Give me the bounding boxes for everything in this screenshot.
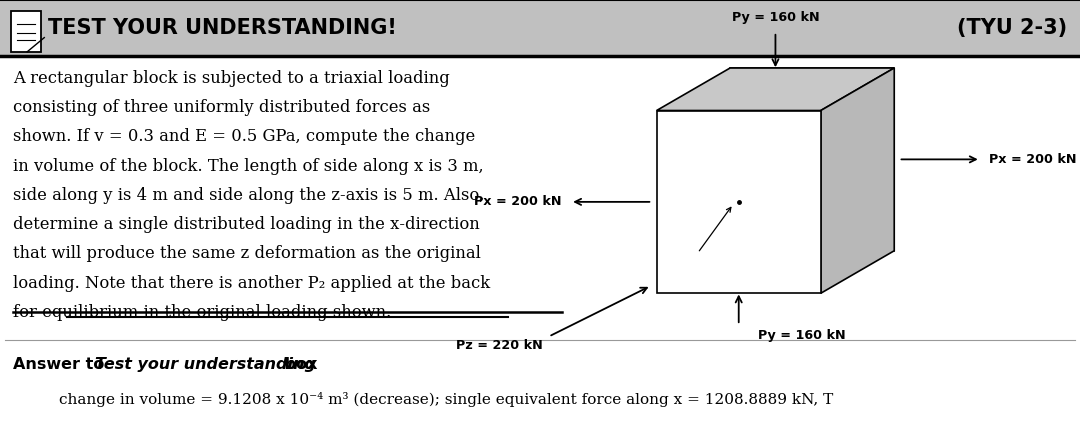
Text: Py = 160 kN: Py = 160 kN (758, 329, 846, 342)
Text: Py = 160 kN: Py = 160 kN (731, 11, 820, 24)
Text: TEST YOUR UNDERSTANDING!: TEST YOUR UNDERSTANDING! (48, 18, 396, 38)
Text: A rectangular block is subjected to a triaxial loading: A rectangular block is subjected to a tr… (13, 70, 449, 87)
Bar (0, 56, 1080, 425)
Text: in volume of the block. The length of side along x is 3 m,: in volume of the block. The length of si… (13, 158, 484, 175)
Text: Pz = 220 kN: Pz = 220 kN (457, 339, 543, 352)
Text: Px = 200 kN: Px = 200 kN (989, 153, 1077, 166)
Text: change in volume = 9.1208 x 10⁻⁴ m³ (decrease); single equivalent force along x : change in volume = 9.1208 x 10⁻⁴ m³ (dec… (59, 392, 834, 407)
Text: determine a single distributed loading in the x‐direction: determine a single distributed loading i… (13, 216, 480, 233)
Text: side along y is 4 m and side along the z‐axis is 5 m. Also,: side along y is 4 m and side along the z… (13, 187, 484, 204)
Text: that will produce the same z deformation as the original: that will produce the same z deformation… (13, 245, 481, 262)
Text: shown. If v = 0.3 and E = 0.5 GPa, compute the change: shown. If v = 0.3 and E = 0.5 GPa, compu… (13, 128, 475, 145)
Text: for equilibrium in the original loading shown.: for equilibrium in the original loading … (13, 304, 391, 321)
Text: loading. Note that there is another P₂ applied at the back: loading. Note that there is another P₂ a… (13, 275, 490, 292)
Polygon shape (821, 68, 894, 293)
Text: Px = 200 kN: Px = 200 kN (474, 196, 562, 208)
Text: box: box (279, 357, 318, 372)
FancyBboxPatch shape (11, 11, 41, 52)
Polygon shape (657, 68, 894, 110)
Text: consisting of three uniformly distributed forces as: consisting of three uniformly distribute… (13, 99, 430, 116)
Text: (TYU 2-3): (TYU 2-3) (957, 18, 1067, 38)
Polygon shape (657, 110, 821, 293)
Text: Test your understanding: Test your understanding (95, 357, 316, 372)
Polygon shape (730, 68, 894, 251)
Text: Answer to: Answer to (13, 357, 110, 372)
Bar (0, 0, 1080, 56)
